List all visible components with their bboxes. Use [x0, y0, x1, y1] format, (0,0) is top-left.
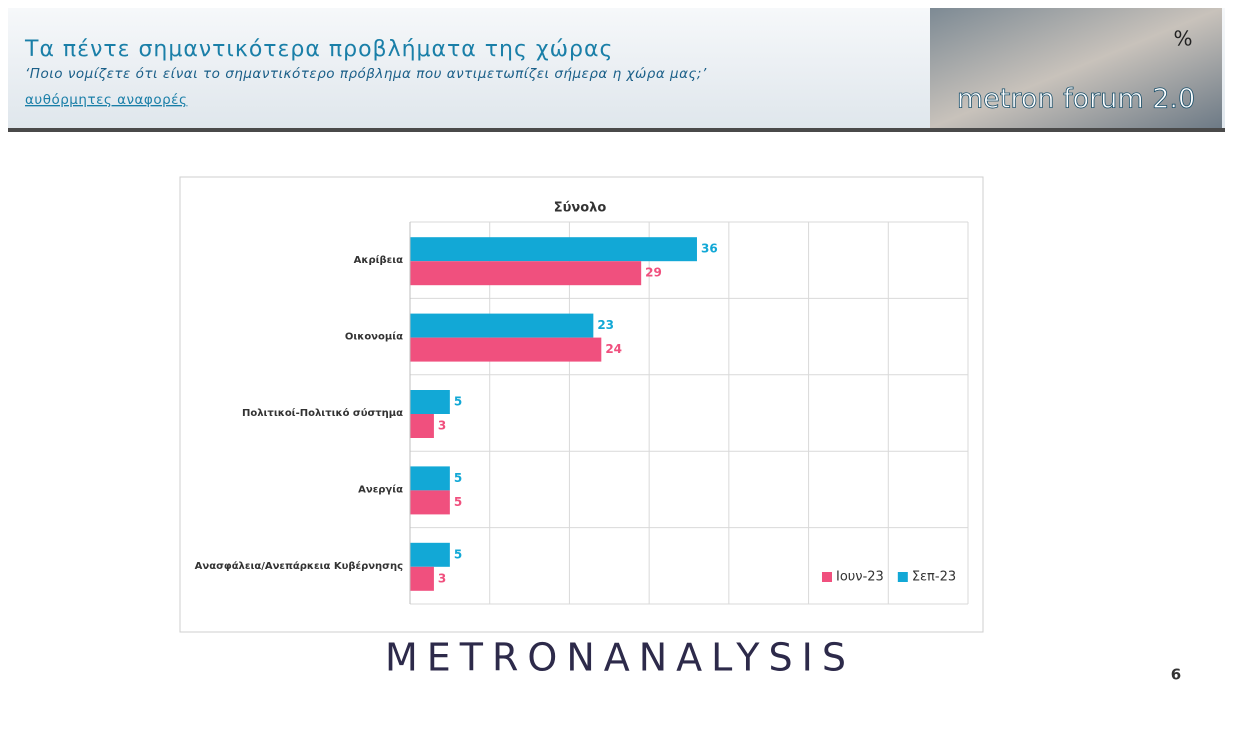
- header-rule: [8, 128, 1225, 132]
- slide-title: Τα πέντε σημαντικότερα προβλήματα της χώ…: [24, 37, 613, 62]
- bar: [410, 566, 434, 591]
- bar: [410, 390, 450, 414]
- bar: [410, 237, 697, 262]
- bar: [410, 337, 602, 362]
- legend-swatch: [897, 572, 908, 582]
- category-label: Οικονομία: [345, 331, 403, 343]
- value-label: 5: [454, 495, 462, 509]
- value-label: 5: [454, 471, 462, 485]
- value-label: 29: [645, 266, 662, 280]
- legend-swatch: [822, 572, 832, 582]
- category-label: Ανασφάλεια/Ανεπάρκεια Κυβέρνησης: [195, 560, 403, 572]
- legend-label: Ιουν-23: [836, 570, 884, 585]
- chart-title: Σύνολο: [554, 201, 607, 216]
- logo-text: metron forum 2.0: [957, 84, 1195, 115]
- value-label: 36: [701, 242, 718, 256]
- legend-label: Σεπ-23: [912, 570, 956, 585]
- footer-brand: METRONANALYSIS: [385, 636, 855, 680]
- page-number: 6: [1171, 666, 1181, 684]
- value-label: 5: [454, 395, 462, 409]
- bar: [410, 466, 450, 491]
- logo-box: [930, 8, 1222, 128]
- bar: [410, 261, 642, 286]
- slide-note: αυθόρμητες αναφορές: [25, 92, 187, 108]
- bar: [410, 313, 594, 338]
- slide-subtitle: ‘Ποιο νομίζετε ότι είναι το σημαντικότερ…: [25, 66, 707, 82]
- category-label: Ακρίβεια: [354, 254, 404, 266]
- value-label: 24: [605, 342, 622, 356]
- category-label: Πολιτικοί-Πολιτικό σύστημα: [242, 407, 403, 419]
- bar: [410, 542, 450, 567]
- bar: [410, 490, 450, 515]
- bar: [410, 414, 434, 438]
- unit-label: %: [1173, 27, 1192, 51]
- value-label: 3: [438, 571, 446, 585]
- category-label: Ανεργία: [358, 483, 403, 495]
- value-label: 3: [438, 419, 446, 433]
- value-label: 5: [454, 547, 462, 561]
- value-label: 23: [597, 318, 614, 332]
